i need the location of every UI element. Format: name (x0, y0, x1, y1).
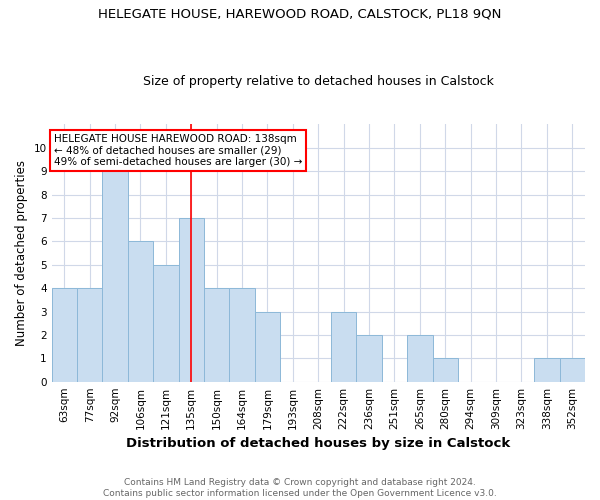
Bar (560, 358, 585, 382)
Bar (103, 171, 128, 382)
Title: Size of property relative to detached houses in Calstock: Size of property relative to detached ho… (143, 76, 494, 88)
Bar (356, 335, 382, 382)
Y-axis label: Number of detached properties: Number of detached properties (15, 160, 28, 346)
Bar (534, 358, 560, 382)
Bar (52, 288, 77, 382)
Bar (153, 264, 179, 382)
Bar (229, 288, 255, 382)
Bar (179, 218, 204, 382)
Text: HELEGATE HOUSE, HAREWOOD ROAD, CALSTOCK, PL18 9QN: HELEGATE HOUSE, HAREWOOD ROAD, CALSTOCK,… (98, 8, 502, 20)
Bar (204, 288, 229, 382)
Bar (255, 312, 280, 382)
Text: HELEGATE HOUSE HAREWOOD ROAD: 138sqm
← 48% of detached houses are smaller (29)
4: HELEGATE HOUSE HAREWOOD ROAD: 138sqm ← 4… (54, 134, 302, 167)
Bar (433, 358, 458, 382)
Bar (331, 312, 356, 382)
X-axis label: Distribution of detached houses by size in Calstock: Distribution of detached houses by size … (126, 437, 511, 450)
Bar (407, 335, 433, 382)
Bar (128, 242, 153, 382)
Text: Contains HM Land Registry data © Crown copyright and database right 2024.
Contai: Contains HM Land Registry data © Crown c… (103, 478, 497, 498)
Bar (77, 288, 103, 382)
